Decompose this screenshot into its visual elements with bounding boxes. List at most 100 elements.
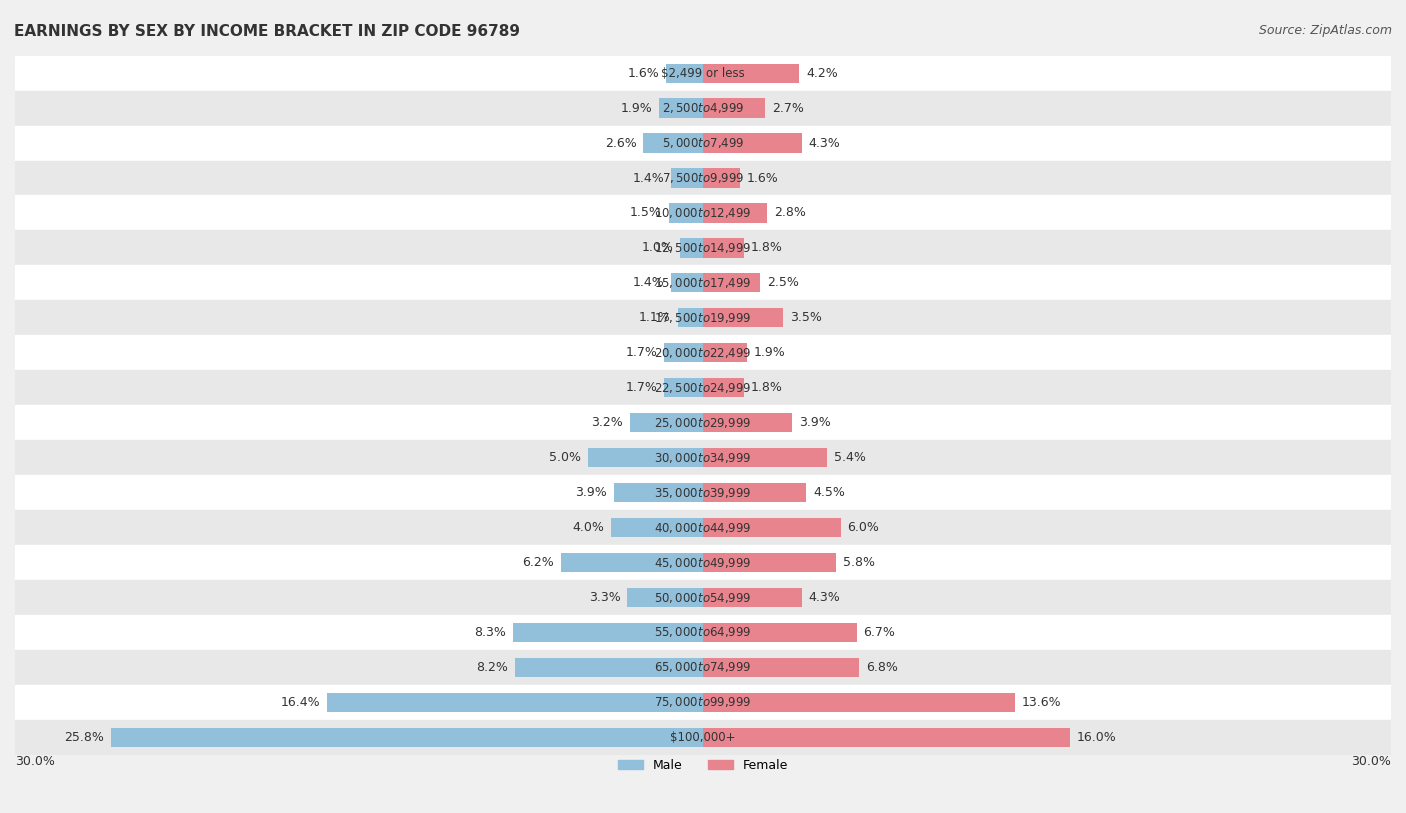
Bar <box>703 378 744 398</box>
Text: 6.2%: 6.2% <box>522 556 554 569</box>
Text: 6.7%: 6.7% <box>863 626 896 639</box>
Bar <box>703 553 837 572</box>
Text: 1.7%: 1.7% <box>626 346 657 359</box>
Text: $55,000 to $64,999: $55,000 to $64,999 <box>654 625 752 640</box>
Bar <box>513 623 703 642</box>
Text: $2,500 to $4,999: $2,500 to $4,999 <box>662 101 744 115</box>
Bar <box>15 300 1391 335</box>
Text: $45,000 to $49,999: $45,000 to $49,999 <box>654 555 752 570</box>
Bar <box>671 273 703 293</box>
Text: 8.3%: 8.3% <box>474 626 506 639</box>
Text: 1.6%: 1.6% <box>747 172 779 185</box>
Bar <box>15 440 1391 475</box>
Bar <box>15 195 1391 230</box>
Bar <box>588 448 703 467</box>
Bar <box>515 658 703 677</box>
Text: 1.4%: 1.4% <box>633 172 664 185</box>
Bar <box>659 98 703 118</box>
Bar <box>627 588 703 607</box>
Text: $100,000+: $100,000+ <box>671 731 735 744</box>
Text: 1.4%: 1.4% <box>633 276 664 289</box>
Bar <box>15 335 1391 370</box>
Bar <box>703 483 806 502</box>
Bar <box>15 510 1391 545</box>
Bar <box>15 685 1391 720</box>
Bar <box>703 448 827 467</box>
Bar <box>666 63 703 83</box>
Text: 3.9%: 3.9% <box>575 486 606 499</box>
Text: 4.0%: 4.0% <box>572 521 605 534</box>
Text: $17,500 to $19,999: $17,500 to $19,999 <box>654 311 752 325</box>
Bar <box>703 168 740 188</box>
Bar <box>561 553 703 572</box>
Bar <box>703 308 783 328</box>
Text: $2,499 or less: $2,499 or less <box>661 67 745 80</box>
Text: 1.6%: 1.6% <box>627 67 659 80</box>
Text: $22,500 to $24,999: $22,500 to $24,999 <box>654 380 752 395</box>
Text: 5.0%: 5.0% <box>550 451 582 464</box>
Bar <box>15 230 1391 265</box>
Text: 1.8%: 1.8% <box>751 241 783 254</box>
Text: $30,000 to $34,999: $30,000 to $34,999 <box>654 450 752 465</box>
Text: 4.5%: 4.5% <box>813 486 845 499</box>
Text: 30.0%: 30.0% <box>15 754 55 767</box>
Text: $25,000 to $29,999: $25,000 to $29,999 <box>654 415 752 430</box>
Bar <box>15 475 1391 510</box>
Bar <box>644 133 703 153</box>
Bar <box>15 265 1391 300</box>
Bar <box>703 343 747 363</box>
Bar <box>703 658 859 677</box>
Bar <box>15 125 1391 160</box>
Bar <box>681 238 703 258</box>
Bar <box>703 728 1070 747</box>
Text: 1.8%: 1.8% <box>751 381 783 394</box>
Text: 2.6%: 2.6% <box>605 137 637 150</box>
Bar <box>703 133 801 153</box>
Bar <box>669 203 703 223</box>
Bar <box>15 720 1391 754</box>
Bar <box>703 273 761 293</box>
Text: $35,000 to $39,999: $35,000 to $39,999 <box>654 485 752 500</box>
Text: $65,000 to $74,999: $65,000 to $74,999 <box>654 660 752 675</box>
Text: 2.7%: 2.7% <box>772 102 804 115</box>
Bar <box>15 545 1391 580</box>
Text: 1.1%: 1.1% <box>640 311 671 324</box>
Bar <box>664 378 703 398</box>
Bar <box>664 343 703 363</box>
Text: 2.8%: 2.8% <box>775 207 806 220</box>
Text: 6.0%: 6.0% <box>848 521 879 534</box>
Text: $12,500 to $14,999: $12,500 to $14,999 <box>654 241 752 255</box>
Bar <box>703 518 841 537</box>
Text: 8.2%: 8.2% <box>477 661 508 674</box>
Bar <box>671 168 703 188</box>
Text: EARNINGS BY SEX BY INCOME BRACKET IN ZIP CODE 96789: EARNINGS BY SEX BY INCOME BRACKET IN ZIP… <box>14 24 520 39</box>
Text: $20,000 to $22,499: $20,000 to $22,499 <box>654 346 752 360</box>
Text: 4.3%: 4.3% <box>808 137 841 150</box>
Bar <box>703 588 801 607</box>
Text: 3.5%: 3.5% <box>790 311 823 324</box>
Bar <box>703 413 793 433</box>
Legend: Male, Female: Male, Female <box>613 754 793 776</box>
Text: 1.7%: 1.7% <box>626 381 657 394</box>
Text: $5,000 to $7,499: $5,000 to $7,499 <box>662 136 744 150</box>
Text: 16.0%: 16.0% <box>1077 731 1116 744</box>
Bar <box>15 615 1391 650</box>
Text: 1.5%: 1.5% <box>630 207 662 220</box>
Bar <box>613 483 703 502</box>
Bar <box>703 693 1015 712</box>
Text: 5.8%: 5.8% <box>842 556 875 569</box>
Bar <box>703 98 765 118</box>
Text: 25.8%: 25.8% <box>65 731 104 744</box>
Text: $50,000 to $54,999: $50,000 to $54,999 <box>654 590 752 605</box>
Text: 2.5%: 2.5% <box>768 276 799 289</box>
Text: 3.9%: 3.9% <box>800 416 831 429</box>
Bar <box>15 160 1391 195</box>
Text: $75,000 to $99,999: $75,000 to $99,999 <box>654 695 752 710</box>
Text: $7,500 to $9,999: $7,500 to $9,999 <box>662 171 744 185</box>
Bar <box>703 238 744 258</box>
Text: 16.4%: 16.4% <box>280 696 321 709</box>
Text: 1.9%: 1.9% <box>621 102 652 115</box>
Text: 3.2%: 3.2% <box>591 416 623 429</box>
Text: 4.3%: 4.3% <box>808 591 841 604</box>
Text: 5.4%: 5.4% <box>834 451 866 464</box>
